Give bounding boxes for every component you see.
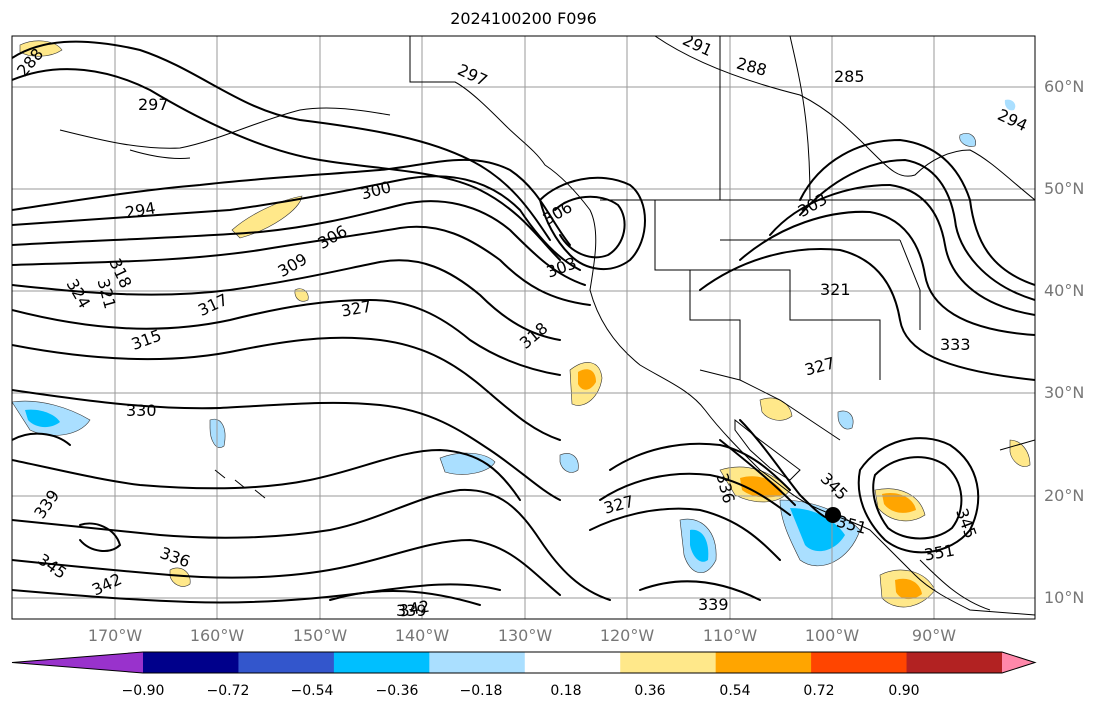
shade-patch bbox=[559, 453, 579, 473]
map-border bbox=[11, 35, 1036, 620]
colorbar-swatch bbox=[143, 652, 239, 673]
lat-label: 60°N bbox=[1044, 77, 1085, 96]
colorbar-outline bbox=[11, 651, 1037, 674]
colorbar-tick-label: 0.90 bbox=[888, 683, 920, 699]
lat-label: 10°N bbox=[1044, 588, 1085, 607]
lat-label: 30°N bbox=[1044, 383, 1085, 402]
shade-patch bbox=[19, 40, 63, 57]
lat-label: 50°N bbox=[1044, 179, 1085, 198]
lon-label: 170°W bbox=[87, 626, 143, 645]
colorbar-tick-label: −0.54 bbox=[290, 683, 334, 699]
colorbar-swatch bbox=[906, 652, 1003, 673]
shade-patch bbox=[25, 409, 60, 428]
colorbar-tick-label: 0.72 bbox=[803, 683, 835, 699]
shade-patch bbox=[740, 476, 784, 498]
shade-patch bbox=[1004, 99, 1016, 111]
contour-label: 321 bbox=[820, 280, 851, 299]
colorbar-swatch bbox=[620, 652, 717, 673]
colorbar-extend-min bbox=[12, 652, 143, 673]
colorbar-tick-label: 0.36 bbox=[634, 683, 666, 699]
contour-label: 342 bbox=[398, 597, 431, 621]
lon-label: 90°W bbox=[911, 626, 957, 645]
colorbar-swatch bbox=[429, 652, 526, 673]
gridlines bbox=[12, 36, 1035, 619]
map-title: 2024100200 F096 bbox=[450, 9, 597, 28]
shade-patch bbox=[837, 410, 854, 430]
shade-patch bbox=[882, 492, 916, 513]
shade-patch bbox=[169, 567, 191, 587]
shade-patch bbox=[959, 133, 976, 147]
colorbar-swatch bbox=[524, 652, 621, 673]
colorbar-swatch bbox=[333, 652, 430, 673]
colorbar-swatch bbox=[811, 652, 908, 673]
contour-label: 333 bbox=[940, 335, 971, 354]
contour-label: 285 bbox=[834, 67, 865, 86]
colorbar-tick-label: −0.18 bbox=[459, 683, 503, 699]
lon-label: 130°W bbox=[497, 626, 553, 645]
lat-label: 40°N bbox=[1044, 281, 1085, 300]
contour-label: 297 bbox=[138, 95, 169, 114]
colorbar-tick-label: −0.90 bbox=[121, 683, 165, 699]
colorbar-tick-label: 0.54 bbox=[719, 683, 751, 699]
lon-label: 150°W bbox=[292, 626, 348, 645]
shade-patch bbox=[759, 397, 793, 421]
lon-label: 140°W bbox=[394, 626, 450, 645]
colorbar-swatch bbox=[715, 652, 812, 673]
coastlines bbox=[59, 36, 1035, 616]
contour-label: 330 bbox=[126, 401, 157, 420]
colorbar bbox=[11, 651, 1037, 674]
contour-label: 339 bbox=[396, 601, 427, 620]
colorbar-swatch bbox=[238, 652, 335, 673]
lon-label: 100°W bbox=[804, 626, 860, 645]
shade-patch bbox=[790, 508, 845, 552]
lon-label: 160°W bbox=[189, 626, 245, 645]
colorbar-tick-label: 0.18 bbox=[550, 683, 582, 699]
shade-patch bbox=[578, 369, 596, 390]
colorbar-tick-label: −0.72 bbox=[206, 683, 250, 699]
lat-label: 20°N bbox=[1044, 486, 1085, 505]
shade-patch bbox=[895, 578, 922, 600]
shade-patch bbox=[1009, 439, 1031, 467]
contours bbox=[12, 40, 1035, 606]
shade-patch bbox=[294, 288, 309, 302]
storm-center-marker bbox=[825, 507, 841, 523]
colorbar-tick-label: −0.36 bbox=[375, 683, 419, 699]
lon-label: 120°W bbox=[599, 626, 655, 645]
shade-patch bbox=[690, 529, 709, 562]
lon-label: 110°W bbox=[702, 626, 758, 645]
colorbar-extend-max bbox=[1002, 652, 1035, 673]
contour-label: 339 bbox=[698, 595, 729, 614]
